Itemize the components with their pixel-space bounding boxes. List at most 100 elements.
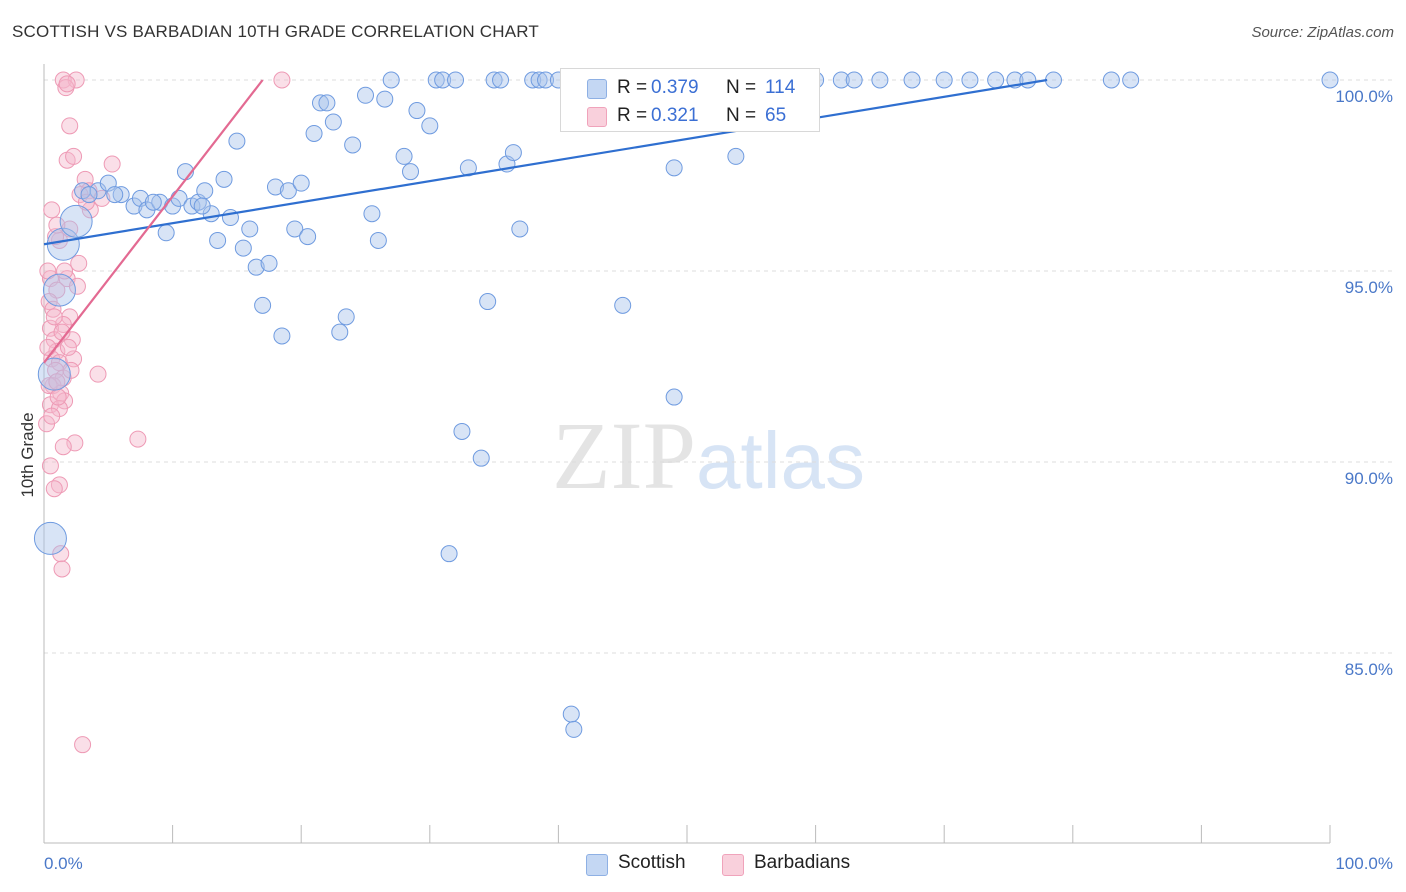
scottish-point-28 — [286, 220, 304, 238]
barbadian-point-6 — [103, 155, 121, 173]
barbadian-point-36 — [89, 365, 107, 383]
barbadian-point-3 — [61, 117, 79, 135]
scottish-point-105 — [80, 186, 98, 204]
scottish-point-47 — [427, 71, 445, 89]
scottish-point-58 — [504, 144, 522, 162]
scottish-point-97 — [665, 388, 683, 406]
scottish-points — [33, 71, 1339, 738]
scottish-point-106 — [106, 186, 124, 204]
y-tick-label-95: 95.0% — [1345, 278, 1393, 297]
scottish-point-20 — [234, 239, 252, 257]
scottish-point-61 — [511, 220, 529, 238]
scottish-point-90 — [1045, 71, 1063, 89]
legend-barbadians-label: Barbadians — [754, 852, 851, 873]
scottish-point-23 — [260, 254, 278, 272]
scottish-point-95 — [727, 147, 745, 165]
scottish-point-32 — [311, 94, 329, 112]
scottish-point-81 — [832, 71, 850, 89]
barbadian-point-46 — [74, 736, 92, 754]
barbadian-n-value: 65 — [765, 105, 787, 126]
chart-title: SCOTTISH VS BARBADIAN 10TH GRADE CORRELA… — [12, 22, 540, 41]
scottish-n-value: 114 — [765, 77, 796, 98]
scottish-swatch — [587, 79, 607, 99]
scottish-point-62 — [537, 71, 555, 89]
scottish-point-38 — [357, 86, 374, 104]
scottish-r-value: 0.379 — [651, 77, 699, 98]
trend-lines — [43, 78, 1048, 364]
y-tick-label-85: 85.0% — [1345, 660, 1393, 679]
watermark-atlas: atlas — [696, 416, 865, 505]
barbadian-swatch — [587, 107, 607, 127]
barbadian-point-40 — [41, 457, 59, 475]
scottish-point-14 — [196, 182, 214, 200]
barbadian-points — [38, 71, 291, 754]
scottish-point-53 — [472, 449, 490, 467]
barbadian-r-label: R = — [617, 105, 648, 126]
scottish-point-41 — [376, 90, 394, 108]
scottish-point-102 — [42, 273, 76, 307]
barbadian-point-15 — [70, 254, 88, 272]
scottish-point-43 — [395, 147, 413, 165]
y-axis-label: 10th Grade — [18, 412, 37, 497]
scottish-point-40 — [369, 231, 387, 249]
scottish-point-84 — [903, 71, 921, 89]
legend-scottish-label: Scottish — [618, 852, 686, 873]
scottish-point-27 — [279, 182, 297, 200]
scottish-point-101 — [59, 204, 93, 238]
scottish-point-99 — [565, 720, 583, 738]
legend-row-scottish: R = 0.379 N = 114 — [561, 73, 819, 101]
scottish-point-94 — [665, 159, 683, 177]
scottish-point-51 — [440, 545, 458, 563]
barbadian-point-11 — [81, 201, 99, 219]
scottish-point-82 — [845, 71, 863, 89]
barbadian-point-57 — [62, 361, 80, 379]
barbadian-point-39 — [54, 438, 72, 456]
scottish-point-48 — [434, 71, 452, 89]
scottish-point-35 — [331, 323, 349, 341]
scottish-point-103 — [37, 357, 71, 391]
scottish-point-93 — [1321, 71, 1339, 89]
y-tick-label-90: 90.0% — [1345, 469, 1393, 488]
watermark-zip: ZIP — [552, 402, 696, 509]
scottish-point-39 — [363, 205, 381, 223]
scottish-point-59 — [524, 71, 542, 89]
scottish-point-86 — [961, 71, 979, 89]
scottish-point-34 — [324, 113, 342, 131]
barbadian-point-54 — [49, 388, 67, 406]
scottish-point-16 — [209, 231, 227, 249]
scottish-point-45 — [408, 102, 426, 120]
scottish-point-108 — [193, 197, 211, 215]
scottish-point-8 — [157, 224, 175, 242]
scottish-point-50 — [453, 422, 471, 440]
scottish-trend-line — [43, 78, 1048, 246]
scottish-r-label: R = — [617, 77, 648, 98]
chart-source: Source: ZipAtlas.com — [1251, 24, 1394, 41]
scottish-point-55 — [485, 71, 503, 89]
scottish-point-22 — [247, 258, 265, 276]
barbadian-point-53 — [40, 377, 58, 395]
legend-barbadians-swatch — [722, 854, 744, 876]
y-tick-label-100: 100.0% — [1335, 87, 1393, 106]
scottish-point-54 — [479, 293, 497, 311]
barbadian-n-label: N = — [726, 105, 757, 126]
barbadian-point-62 — [56, 262, 74, 280]
barbadian-point-44 — [53, 560, 71, 578]
scottish-point-29 — [292, 174, 310, 192]
scottish-point-25 — [266, 178, 284, 196]
barbadian-point-42 — [45, 480, 63, 498]
scottish-point-56 — [492, 71, 510, 89]
barbadian-point-48 — [39, 338, 57, 356]
tick-labels: 100.0% 95.0% 90.0% 85.0% 0.0% 100.0% — [44, 87, 1393, 873]
scottish-point-21 — [241, 220, 259, 238]
scottish-point-89 — [1019, 71, 1037, 89]
scottish-point-3 — [112, 186, 130, 204]
scottish-point-60 — [530, 71, 548, 89]
scottish-point-83 — [871, 71, 889, 89]
barbadian-point-43 — [52, 545, 70, 563]
barbadian-trend-line — [43, 79, 264, 364]
scottish-point-26 — [273, 327, 291, 345]
barbadian-point-47 — [273, 71, 291, 89]
scottish-point-30 — [299, 228, 317, 246]
barbadian-point-63 — [45, 308, 63, 326]
x-tick-label-min: 0.0% — [44, 854, 83, 873]
